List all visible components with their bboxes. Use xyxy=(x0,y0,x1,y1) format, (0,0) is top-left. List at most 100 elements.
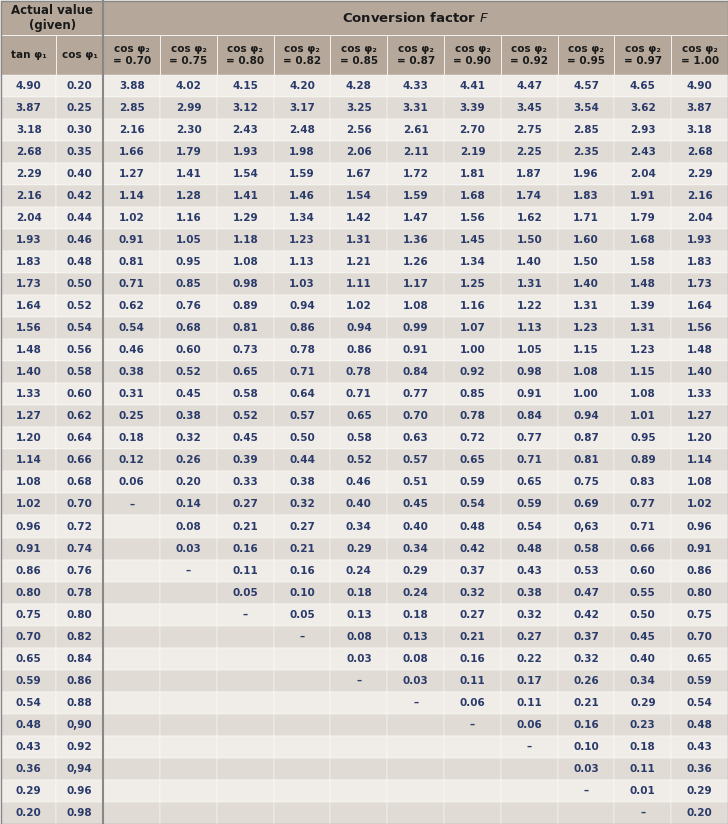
Bar xyxy=(103,383,160,405)
Bar xyxy=(671,119,728,141)
Bar xyxy=(103,736,160,758)
Bar xyxy=(331,317,387,339)
Bar xyxy=(501,317,558,339)
Bar xyxy=(274,516,331,537)
Bar xyxy=(501,758,558,780)
Bar xyxy=(274,780,331,802)
Bar xyxy=(558,582,614,604)
Text: 1.56: 1.56 xyxy=(16,323,41,333)
Text: 1.17: 1.17 xyxy=(403,279,429,289)
Bar xyxy=(103,449,160,471)
Text: 0.38: 0.38 xyxy=(516,588,542,597)
Text: 1.66: 1.66 xyxy=(119,147,145,157)
Bar xyxy=(614,604,671,625)
Text: cos φ₁: cos φ₁ xyxy=(62,50,98,60)
Text: 4.15: 4.15 xyxy=(232,81,258,91)
Text: 2.04: 2.04 xyxy=(630,169,656,179)
Text: 1.79: 1.79 xyxy=(630,213,656,223)
Bar xyxy=(671,317,728,339)
Bar xyxy=(387,780,444,802)
Bar xyxy=(444,163,501,185)
Text: 0.27: 0.27 xyxy=(232,499,258,509)
Bar xyxy=(671,339,728,361)
Bar xyxy=(331,141,387,163)
Bar xyxy=(1,405,56,428)
Bar xyxy=(331,758,387,780)
Bar xyxy=(274,471,331,494)
Bar xyxy=(444,714,501,736)
Bar xyxy=(558,736,614,758)
Bar xyxy=(56,471,103,494)
Text: 1.96: 1.96 xyxy=(573,169,599,179)
Bar xyxy=(274,75,331,96)
Bar xyxy=(274,119,331,141)
Text: 0,63: 0,63 xyxy=(573,522,599,531)
Bar xyxy=(1,648,56,670)
Text: 4.90: 4.90 xyxy=(16,81,41,91)
Bar xyxy=(444,604,501,625)
Bar xyxy=(501,802,558,824)
Bar xyxy=(501,295,558,317)
Text: 1.41: 1.41 xyxy=(175,169,202,179)
Text: 2.25: 2.25 xyxy=(516,147,542,157)
Bar xyxy=(387,75,444,96)
Text: 3.18: 3.18 xyxy=(16,125,41,135)
Text: –: – xyxy=(129,499,134,509)
Text: 1.27: 1.27 xyxy=(687,411,713,421)
Text: 0.45: 0.45 xyxy=(630,632,656,642)
Bar xyxy=(614,582,671,604)
Text: 0.25: 0.25 xyxy=(119,411,145,421)
Bar xyxy=(331,96,387,119)
Bar xyxy=(1,802,56,824)
Text: cos φ₂
= 0.95: cos φ₂ = 0.95 xyxy=(567,44,605,66)
Bar xyxy=(274,96,331,119)
Bar xyxy=(558,449,614,471)
Bar xyxy=(217,780,274,802)
Text: 0.86: 0.86 xyxy=(289,323,315,333)
Text: 0,94: 0,94 xyxy=(67,764,92,774)
Text: 0.43: 0.43 xyxy=(16,742,41,751)
Text: –: – xyxy=(356,676,361,686)
Text: 0.29: 0.29 xyxy=(403,565,429,576)
Text: 0.03: 0.03 xyxy=(175,544,202,554)
Bar xyxy=(217,428,274,449)
Bar xyxy=(501,163,558,185)
Bar xyxy=(614,405,671,428)
Bar xyxy=(387,449,444,471)
Bar xyxy=(1,383,56,405)
Bar xyxy=(444,449,501,471)
Bar xyxy=(217,405,274,428)
Text: 2.11: 2.11 xyxy=(403,147,429,157)
Text: 0.29: 0.29 xyxy=(630,698,656,708)
Bar xyxy=(671,383,728,405)
Bar xyxy=(671,428,728,449)
Bar xyxy=(274,295,331,317)
Text: 0.92: 0.92 xyxy=(67,742,92,751)
Bar xyxy=(387,736,444,758)
Text: 0.24: 0.24 xyxy=(403,588,429,597)
Text: 0.87: 0.87 xyxy=(573,433,599,443)
Bar xyxy=(331,648,387,670)
Bar xyxy=(558,35,614,75)
Bar xyxy=(671,802,728,824)
Text: 0.20: 0.20 xyxy=(16,808,41,818)
Bar xyxy=(331,251,387,273)
Bar xyxy=(103,516,160,537)
Bar xyxy=(217,802,274,824)
Bar xyxy=(160,516,217,537)
Bar xyxy=(217,317,274,339)
Bar xyxy=(1,96,56,119)
Bar xyxy=(160,714,217,736)
Bar xyxy=(274,537,331,559)
Text: 2.16: 2.16 xyxy=(687,191,713,201)
Text: 0.78: 0.78 xyxy=(67,588,92,597)
Bar xyxy=(444,582,501,604)
Text: 0.44: 0.44 xyxy=(289,456,315,466)
Text: 1.47: 1.47 xyxy=(403,213,429,223)
Text: 1.16: 1.16 xyxy=(459,301,486,311)
Bar xyxy=(501,449,558,471)
Bar xyxy=(614,670,671,692)
Bar xyxy=(614,449,671,471)
Text: 0.77: 0.77 xyxy=(403,389,429,400)
Text: 0.18: 0.18 xyxy=(403,610,429,620)
